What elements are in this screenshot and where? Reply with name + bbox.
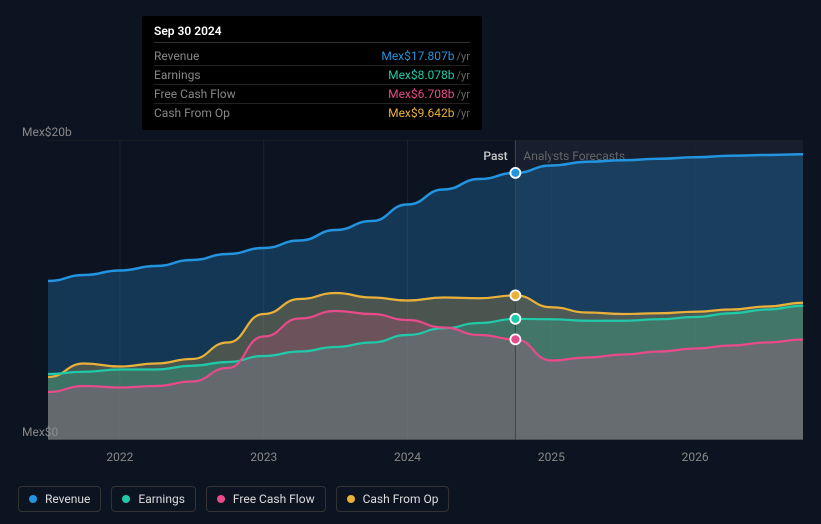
legend-dot-icon [347, 495, 355, 503]
tooltip-row: Revenue Mex$17.807b/yr [154, 47, 470, 66]
legend-label: Revenue [45, 492, 90, 506]
legend-item-revenue[interactable]: Revenue [18, 486, 101, 512]
legend-item-free-cash-flow[interactable]: Free Cash Flow [206, 486, 326, 512]
legend-dot-icon [29, 495, 37, 503]
tooltip-metric-value: Mex$9.642b/yr [388, 106, 470, 120]
x-axis-tick-label: 2026 [682, 450, 709, 464]
x-axis-labels: 2022 2023 2024 2025 2026 [48, 450, 803, 470]
financial-chart: Sep 30 2024 Revenue Mex$17.807b/yr Earning… [0, 0, 821, 524]
tooltip-row: Earnings Mex$8.078b/yr [154, 66, 470, 85]
tooltip-metric-value: Mex$6.708b/yr [388, 87, 470, 101]
x-axis-tick-label: 2024 [394, 450, 421, 464]
tooltip-date: Sep 30 2024 [154, 24, 470, 43]
tooltip-row: Free Cash Flow Mex$6.708b/yr [154, 85, 470, 104]
legend-label: Earnings [138, 492, 185, 506]
x-axis-tick-label: 2022 [106, 450, 133, 464]
tooltip-metric-value: Mex$8.078b/yr [388, 68, 470, 82]
chart-legend: Revenue Earnings Free Cash Flow Cash From O… [18, 486, 449, 512]
legend-dot-icon [122, 495, 130, 503]
tooltip-metric-label: Cash From Op [154, 106, 254, 120]
tooltip-row: Cash From Op Mex$9.642b/yr [154, 104, 470, 122]
chart-plot-area[interactable] [48, 140, 803, 440]
legend-label: Cash From Op [363, 492, 439, 506]
y-axis-max-label: Mex$20b [22, 125, 72, 139]
tooltip-metric-value: Mex$17.807b/yr [381, 49, 470, 63]
legend-item-earnings[interactable]: Earnings [111, 486, 196, 512]
legend-dot-icon [217, 495, 225, 503]
x-axis-tick-label: 2025 [538, 450, 565, 464]
tooltip-metric-label: Free Cash Flow [154, 87, 254, 101]
x-axis-tick-label: 2023 [250, 450, 277, 464]
legend-label: Free Cash Flow [233, 492, 315, 506]
chart-tooltip: Sep 30 2024 Revenue Mex$17.807b/yr Earning… [142, 16, 482, 130]
tooltip-metric-label: Revenue [154, 49, 254, 63]
legend-item-cash-from-op[interactable]: Cash From Op [336, 486, 450, 512]
tooltip-metric-label: Earnings [154, 68, 254, 82]
